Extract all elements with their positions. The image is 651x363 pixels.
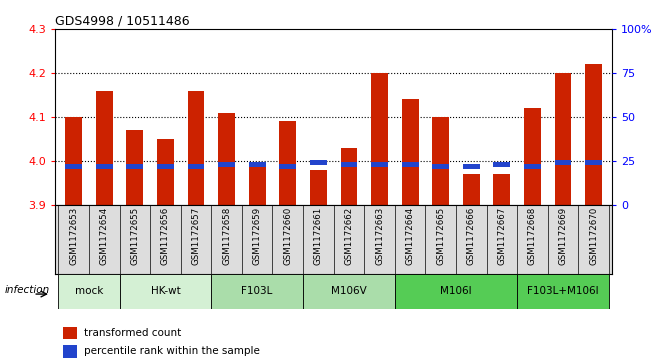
Bar xyxy=(249,162,266,167)
Text: GDS4998 / 10511486: GDS4998 / 10511486 xyxy=(55,15,190,28)
Text: GSM1172656: GSM1172656 xyxy=(161,207,170,265)
Bar xyxy=(120,274,212,309)
Text: GSM1172664: GSM1172664 xyxy=(406,207,415,265)
Text: GSM1172669: GSM1172669 xyxy=(559,207,568,265)
Text: F103L: F103L xyxy=(242,286,273,296)
Bar xyxy=(96,91,113,205)
Bar xyxy=(555,73,572,205)
Bar xyxy=(63,345,77,358)
Bar xyxy=(187,91,204,205)
Bar xyxy=(212,274,303,309)
Text: GSM1172655: GSM1172655 xyxy=(130,207,139,265)
Bar xyxy=(303,274,395,309)
Text: F103L+M106I: F103L+M106I xyxy=(527,286,599,296)
Text: GSM1172654: GSM1172654 xyxy=(100,207,109,265)
Bar xyxy=(249,166,266,205)
Bar xyxy=(340,162,357,167)
Bar xyxy=(279,122,296,205)
Text: GSM1172668: GSM1172668 xyxy=(528,207,537,265)
Bar xyxy=(218,162,235,167)
Text: GSM1172667: GSM1172667 xyxy=(497,207,506,265)
Bar xyxy=(493,162,510,167)
Bar xyxy=(371,73,388,205)
Bar xyxy=(402,162,419,167)
Text: GSM1172663: GSM1172663 xyxy=(375,207,384,265)
Bar xyxy=(310,170,327,205)
Bar xyxy=(585,160,602,166)
Bar xyxy=(157,164,174,169)
Bar xyxy=(432,117,449,205)
Bar xyxy=(395,274,517,309)
Bar xyxy=(65,117,82,205)
Text: M106V: M106V xyxy=(331,286,367,296)
Bar xyxy=(493,174,510,205)
Text: transformed count: transformed count xyxy=(83,328,181,338)
Bar xyxy=(126,130,143,205)
Text: M106I: M106I xyxy=(440,286,472,296)
Text: GSM1172670: GSM1172670 xyxy=(589,207,598,265)
Text: GSM1172659: GSM1172659 xyxy=(253,207,262,265)
Bar xyxy=(524,164,541,169)
Bar xyxy=(63,327,77,339)
Bar xyxy=(279,164,296,169)
Bar xyxy=(463,174,480,205)
Bar xyxy=(432,164,449,169)
Text: percentile rank within the sample: percentile rank within the sample xyxy=(83,346,260,356)
Bar xyxy=(96,164,113,169)
Bar xyxy=(402,99,419,205)
Bar xyxy=(59,274,120,309)
Text: GSM1172661: GSM1172661 xyxy=(314,207,323,265)
Bar xyxy=(524,108,541,205)
Bar xyxy=(340,148,357,205)
Bar xyxy=(585,64,602,205)
Bar xyxy=(218,113,235,205)
Text: GSM1172666: GSM1172666 xyxy=(467,207,476,265)
Text: GSM1172660: GSM1172660 xyxy=(283,207,292,265)
Bar xyxy=(310,160,327,166)
Text: mock: mock xyxy=(75,286,103,296)
Text: GSM1172653: GSM1172653 xyxy=(69,207,78,265)
Text: GSM1172665: GSM1172665 xyxy=(436,207,445,265)
Bar xyxy=(157,139,174,205)
Text: infection: infection xyxy=(5,285,49,295)
Bar xyxy=(126,164,143,169)
Bar xyxy=(555,160,572,166)
Bar xyxy=(371,162,388,167)
Bar xyxy=(65,164,82,169)
Text: HK-wt: HK-wt xyxy=(150,286,180,296)
Text: GSM1172657: GSM1172657 xyxy=(191,207,201,265)
Bar xyxy=(517,274,609,309)
Text: GSM1172662: GSM1172662 xyxy=(344,207,353,265)
Bar xyxy=(187,164,204,169)
Text: GSM1172658: GSM1172658 xyxy=(222,207,231,265)
Bar xyxy=(463,164,480,169)
